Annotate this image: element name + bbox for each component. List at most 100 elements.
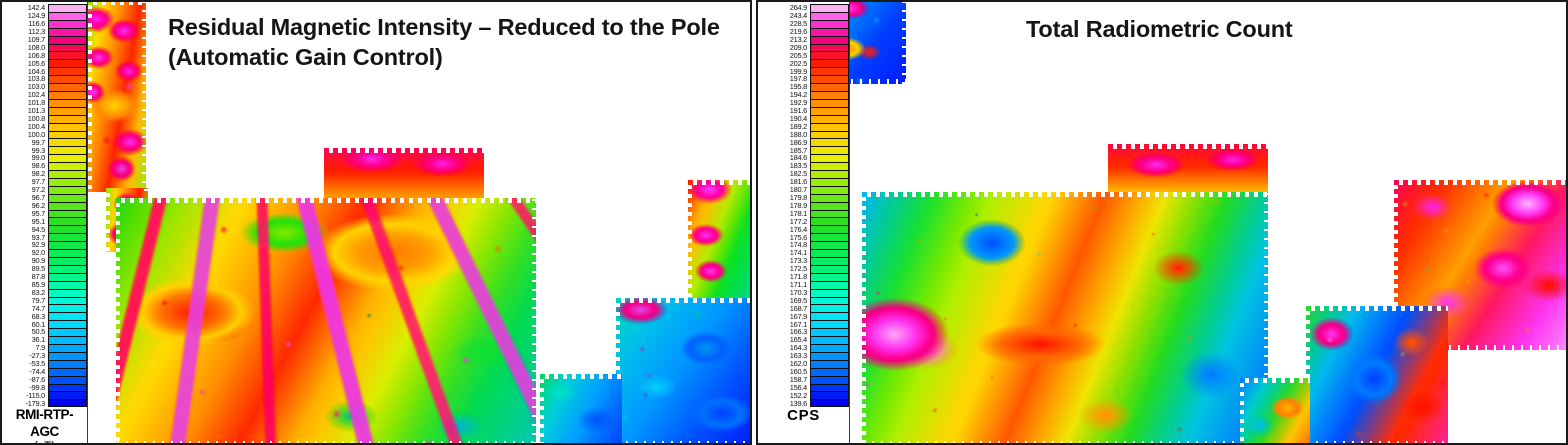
colorbar-swatch [810, 35, 849, 44]
colorbar-row: 89.5 [2, 265, 87, 273]
colorbar-swatch [810, 225, 849, 234]
colorbar-swatch [810, 241, 849, 250]
colorbar-row: -87.6 [2, 375, 87, 384]
colorbar-row: 173.3 [758, 257, 849, 265]
colorbar-value: 176.4 [789, 224, 808, 234]
colorbar-value: 171.8 [789, 272, 808, 282]
colorbar-value: 170.3 [789, 287, 808, 297]
colorbar-row: 156.4 [758, 383, 849, 392]
edge-texture [540, 374, 544, 443]
colorbar-swatch [48, 67, 87, 76]
colorbar-row: 162.0 [758, 360, 849, 368]
edge-texture [540, 374, 622, 379]
colorbar-swatch [48, 233, 87, 242]
colorbar-value: -115.0 [26, 390, 45, 400]
colorbar-row: 178.1 [758, 209, 849, 218]
colorbar-row: 99.0 [2, 154, 87, 163]
colorbar-swatch [810, 138, 849, 147]
colorbar-value: 142.4 [27, 3, 46, 13]
colorbar-value: 174.8 [789, 240, 808, 250]
colorbar-value: 184.6 [789, 153, 808, 163]
colorbar-row: -53.5 [2, 360, 87, 368]
colorbar-value: 108.0 [27, 42, 46, 52]
colorbar-row: 99.7 [2, 138, 87, 147]
edge-texture [142, 2, 146, 192]
map-block-ne-salient [688, 180, 750, 300]
colorbar-row: 191.6 [758, 107, 849, 115]
colorbar-row: 116.6 [2, 20, 87, 28]
colorbar-row: 102.4 [2, 91, 87, 99]
colorbar-row: 95.7 [2, 209, 87, 218]
colorbar-value: 101.3 [27, 106, 46, 116]
colorbar-swatch [48, 328, 87, 337]
colorbar-row: 197.8 [758, 75, 849, 84]
colorbar-swatch [48, 264, 87, 273]
colorbar-swatch [810, 328, 849, 337]
colorbar-value: 162.0 [789, 359, 808, 369]
colorbar-swatch [810, 201, 849, 210]
edge-texture [1264, 192, 1268, 443]
colorbar-swatch [48, 106, 87, 115]
colorbar-row: 165.4 [758, 336, 849, 344]
colorbar-value: 228.5 [789, 19, 808, 29]
colorbar-row: 202.5 [758, 59, 849, 68]
colorbar-row: 99.3 [2, 146, 87, 155]
colorbar-row: 182.5 [758, 170, 849, 178]
colorbar-swatch [48, 257, 87, 265]
colorbar-swatch [48, 130, 87, 139]
colorbar-value: 92.0 [31, 248, 46, 258]
colorbar-value: 175.6 [789, 232, 808, 242]
colorbar-rows-magnetics: 142.4 124.9 116.6 112.3 109.7 108.0 106.8 105.6… [2, 3, 87, 408]
map-block-nw-strip [88, 2, 146, 192]
colorbar-row: 264.9 [758, 4, 849, 12]
colorbar-swatch [48, 27, 87, 36]
colorbar-name-magnetics: RMI-RTP-AGC [15, 407, 74, 439]
edge-texture [862, 192, 866, 443]
colorbar-swatch [810, 59, 849, 68]
colorbar-swatch [810, 162, 849, 171]
colorbar-swatch [810, 320, 849, 329]
colorbar-swatch [810, 154, 849, 163]
colorbar-row: 96.2 [2, 201, 87, 210]
colorbar-swatch [810, 27, 849, 36]
colorbar-swatch [48, 351, 87, 360]
edge-texture [814, 79, 906, 84]
colorbar-row: 100.4 [2, 122, 87, 131]
colorbar-swatch [810, 336, 849, 344]
colorbar-value: 182.5 [789, 169, 808, 179]
colorbar-value: 169.5 [789, 295, 808, 305]
colorbar-row: 174.8 [758, 240, 849, 250]
edge-texture [1394, 345, 1566, 350]
colorbar-value: 189.2 [789, 121, 808, 131]
colorbar-swatch [48, 90, 87, 99]
colorbar-row: 94.5 [2, 225, 87, 234]
colorbar-swatch [48, 43, 87, 52]
colorbar-value: 92.9 [31, 240, 46, 250]
map-block-se-main [616, 298, 750, 443]
colorbar-row: 50.5 [2, 328, 87, 337]
colorbar-swatch [810, 391, 849, 400]
colorbar-swatch [48, 114, 87, 123]
edge-texture [1394, 180, 1566, 185]
colorbar-swatch [810, 375, 849, 384]
colorbar-row: -74.4 [2, 368, 87, 376]
colorbar-row: 194.2 [758, 91, 849, 99]
colorbar-swatch [48, 217, 87, 226]
colorbar-value: 158.7 [789, 374, 808, 384]
page-title-magnetics: Residual Magnetic Intensity – Reduced to… [168, 14, 720, 71]
colorbar-row: 100.8 [2, 115, 87, 123]
colorbar-value: 124.9 [27, 11, 46, 21]
colorbar-row: 92.9 [2, 240, 87, 250]
colorbar-value: 97.2 [31, 185, 46, 195]
colorbar-row: 79.7 [2, 296, 87, 305]
colorbar-value: 173.3 [789, 256, 808, 266]
colorbar-swatch [48, 280, 87, 289]
colorbar-swatch [48, 4, 87, 12]
colorbar-swatch [48, 375, 87, 384]
colorbar-row: 185.7 [758, 146, 849, 155]
colorbar-swatch [48, 312, 87, 321]
colorbar-row: 186.9 [758, 138, 849, 147]
colorbar-row: 108.0 [2, 42, 87, 52]
colorbar-value: 96.7 [31, 193, 46, 202]
colorbar-value: 183.5 [789, 161, 808, 171]
